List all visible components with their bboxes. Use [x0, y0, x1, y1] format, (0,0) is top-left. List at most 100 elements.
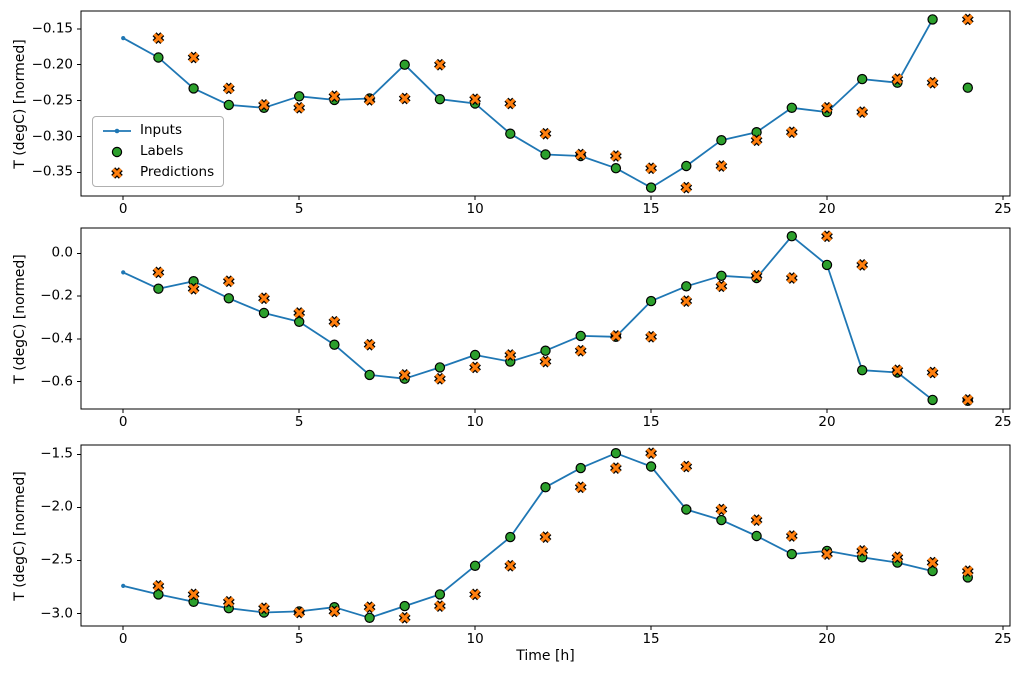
labels-point — [962, 82, 974, 93]
predictions-point — [892, 74, 903, 85]
y-tick-label: −3.0 — [40, 604, 73, 621]
predictions-point — [575, 149, 586, 160]
inputs-point — [121, 270, 126, 275]
circle-marker-icon — [111, 146, 123, 157]
labels-point — [786, 548, 798, 560]
labels-point — [716, 514, 727, 526]
legend-inputs-dot — [114, 128, 120, 133]
predictions-point — [646, 448, 657, 459]
labels-point — [434, 362, 446, 373]
labels-point — [927, 565, 938, 577]
y-tick-label: −0.30 — [31, 127, 73, 144]
predictions-point — [153, 267, 164, 278]
labels-point — [786, 102, 798, 114]
labels-point — [645, 182, 657, 193]
x-tick-label: 10 — [466, 631, 484, 647]
predictions-point — [751, 270, 762, 281]
labels-point — [153, 52, 164, 63]
inputs-line — [122, 235, 934, 401]
labels-point — [258, 307, 270, 319]
legend-label-labels: Labels — [140, 142, 184, 159]
labels-point — [223, 99, 234, 111]
predictions-point — [434, 59, 445, 70]
predictions-point — [822, 549, 832, 560]
labels-point — [364, 369, 375, 381]
labels-point — [575, 462, 586, 474]
predictions-point — [329, 316, 340, 327]
predictions-point — [153, 580, 164, 591]
predictions-point — [575, 345, 586, 356]
predictions-point — [259, 99, 269, 110]
predictions-point — [822, 231, 832, 242]
predictions-point — [892, 365, 903, 376]
axes-border — [80, 444, 1011, 627]
legend-labels-circle — [111, 146, 123, 157]
subplot-3 — [77, 444, 1011, 630]
predictions-point — [681, 182, 692, 193]
labels-point — [399, 600, 410, 612]
labels-point — [294, 91, 305, 102]
x-axis-label: Time [h] — [516, 648, 575, 664]
line-dot-icon — [103, 128, 131, 133]
predictions-point — [540, 128, 551, 139]
x-tick-label: 0 — [118, 414, 128, 430]
x-tick-label: 25 — [994, 201, 1012, 217]
x-tick-label: 15 — [642, 631, 660, 647]
predictions-point — [294, 308, 305, 318]
inputs-point — [121, 36, 126, 41]
y-tick-label: −0.6 — [40, 372, 73, 389]
y-axis-label: T (degC) [normed] — [12, 38, 28, 169]
labels-point — [786, 230, 798, 242]
labels-point — [716, 134, 727, 146]
labels-point — [716, 270, 727, 281]
y-axis-label: T (degC) [normed] — [12, 253, 28, 384]
predictions-point — [259, 603, 269, 614]
labels-point — [540, 149, 551, 160]
predictions-point — [681, 296, 692, 307]
y-tick-label: −2.0 — [40, 498, 73, 515]
labels-point — [857, 73, 868, 85]
x-tick-label: 10 — [466, 201, 484, 217]
inputs-point — [121, 583, 126, 589]
predictions-point — [857, 259, 868, 270]
x-tick-label: 25 — [994, 414, 1012, 430]
labels-point — [821, 259, 833, 271]
predictions-point — [294, 102, 305, 113]
predictions-point — [364, 339, 375, 350]
predictions-point — [153, 33, 164, 44]
predictions-point — [329, 91, 340, 102]
predictions-point — [399, 612, 410, 623]
legend-label-predictions: Predictions — [140, 163, 215, 180]
y-axis-label: T (degC) [normed] — [12, 470, 28, 601]
predictions-point — [646, 331, 657, 342]
predictions-point — [927, 367, 938, 378]
x-tick-label: 5 — [294, 201, 304, 217]
labels-point — [153, 589, 164, 600]
labels-point — [364, 612, 375, 624]
predictions-point — [540, 356, 551, 367]
predictions-point — [786, 531, 797, 541]
predictions-point — [470, 94, 481, 105]
predictions-point — [188, 283, 199, 294]
x-marker-icon — [111, 166, 123, 179]
predictions-point — [962, 566, 973, 577]
predictions-point — [364, 94, 375, 105]
x-tick-label: 20 — [818, 201, 836, 217]
x-tick-label: 20 — [818, 631, 836, 647]
labels-point — [540, 482, 551, 493]
labels-point — [188, 83, 199, 94]
subplot-2 — [77, 227, 1011, 413]
axes-border — [80, 227, 1011, 410]
predictions-point — [505, 350, 516, 360]
labels-point — [505, 531, 516, 543]
predictions-point — [364, 602, 375, 613]
y-tick-label: −0.4 — [40, 330, 73, 347]
predictions-point — [681, 461, 692, 472]
predictions-point — [505, 560, 516, 571]
y-tick-label: −0.2 — [40, 287, 73, 304]
predictions-point — [223, 276, 234, 287]
y-tick-label: −1.5 — [40, 445, 73, 462]
labels-point — [294, 316, 305, 327]
labels-point — [153, 283, 164, 294]
